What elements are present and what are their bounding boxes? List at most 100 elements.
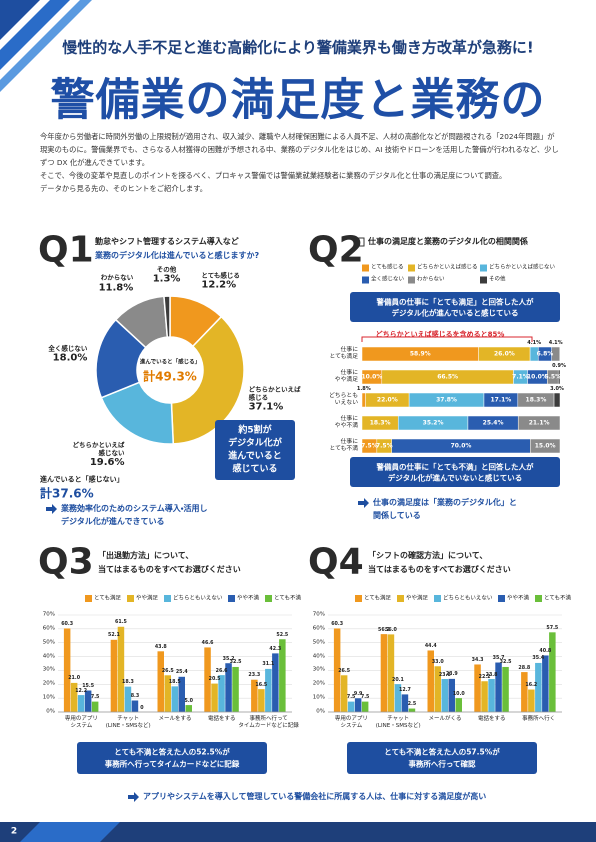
bracket [361,336,533,342]
bar [434,666,441,712]
bar [474,664,481,712]
segment-label: 18.3% [369,419,391,427]
bar [77,695,85,712]
bar-value-label: 21.0 [68,676,81,682]
slice-value: 19.6% [89,456,125,468]
bar-value-label: 60.3 [61,621,74,627]
bar-value-label: 31.1 [262,662,275,668]
center-total: 計49.3% [143,369,197,384]
bar [91,701,99,712]
legend-label: やや不満 [237,595,260,602]
bar [258,689,265,712]
y-tick-label: 30% [42,666,55,673]
bar-value-label: 25.4 [175,670,188,676]
y-tick-label: 40% [312,653,325,660]
slice-label: その他 1.3% [153,265,181,286]
bar [495,662,502,712]
bar [63,628,71,712]
x-tick-label: 電話をする [478,716,506,722]
y-tick-label: 10% [312,694,325,701]
bar-value-label: 0 [140,705,144,711]
bar-value-label: 7.5 [90,695,100,701]
page-number: 2 [10,826,18,837]
question-text: 業務のデジタル化は進んでいると感じますか? [95,251,260,260]
slice-label: どちらかといえば感じる 37.1% [249,385,303,414]
legend-swatch [85,595,92,602]
bar-value-label: 44.4 [424,643,437,649]
footer-conclusion: アプリやシステムを導入して管理している警備会社に所属する人は、仕事に対する満足度… [143,792,487,801]
legend-label: とても感じる [371,264,404,271]
legend-label: 全く感じない [371,276,405,283]
bar [549,632,556,712]
bar-segment [361,392,366,408]
bar [528,689,535,712]
conclusion-text: 業務効率化のためのシステム導入・活用し [61,504,208,513]
bar-value-label: 10.0 [452,691,465,697]
decor-stripe [0,0,70,70]
arrow-icon [358,498,369,508]
legend-swatch [265,595,272,602]
bar [455,698,462,712]
legend-swatch [355,595,362,602]
bar-value-label: 56.0 [385,627,397,633]
bar [225,663,232,712]
intro-paragraph: そこで、今後の変革や見直しのポイントを探るべく、プロキャス警備では警備業就業経験… [40,171,507,180]
legend-swatch [408,264,415,272]
bar [84,690,92,712]
bar [535,662,542,712]
bar [542,655,549,712]
segment-label: 4.1% [527,339,542,346]
bar [124,686,132,712]
decor-stripe [20,822,120,842]
bar [441,679,448,712]
y-tick-label: 30% [312,666,325,673]
callout-text: デジタル化が進んでいないと感じている [387,472,523,482]
legend-swatch [362,276,369,284]
question-text: 当てはまるものをすべてお選びください [98,565,241,574]
question-text: 「出退勤方法」について、 [98,551,194,560]
legend-label: その他 [489,276,506,283]
bar-value-label: 35.7 [492,656,505,662]
y-tick-label: 0% [316,708,325,715]
bar-value-label: 22.2 [478,674,491,680]
question-number: Q3 [38,541,94,583]
bar [448,678,455,712]
row-label: 仕事に とても満足 [329,346,358,360]
bar-value-label: 52.1 [108,633,120,639]
bar [110,639,118,712]
y-tick-label: 40% [42,653,55,660]
question-number: Q1 [38,229,94,271]
callout-text: 事務所へ行って確認 [408,759,476,769]
x-tick-label: 事務所へ行く [522,716,556,722]
legend-swatch [498,595,505,602]
bar-value-label: 7.5 [360,695,370,701]
bar-value-label: 5.0 [184,698,194,704]
y-tick-label: 70% [42,611,55,618]
segment-label: 70.0% [450,442,472,450]
legend-swatch [480,276,487,284]
bar [265,668,272,712]
bar [401,694,409,712]
segment-label: 66.5% [437,373,459,381]
bar-value-label: 32.5 [499,660,512,666]
slice-label: 全く感じない 18.0% [48,344,87,365]
slice-label: とても感じる 12.2% [201,271,239,292]
bar-value-label: 20.1 [392,677,404,683]
segment-label: 4.1% [548,339,563,346]
bar [340,675,348,712]
bar-value-label: 43.8 [154,644,167,650]
x-tick-label: チャット (LINE・SMSなど) [105,716,151,729]
bar [272,653,279,712]
bar-value-label: 28.8 [518,665,531,671]
bar-segment [557,369,561,385]
x-tick-label: 事務所へ行って タイムカードなどに記録 [238,716,299,729]
bar [70,682,78,712]
segment-label: 5.5% [544,373,562,381]
legend-label: とても満足 [364,595,392,602]
legend-swatch [480,264,487,272]
bar-value-label: 60.3 [331,621,344,627]
segment-label: 6.8% [536,350,554,358]
legend-swatch [408,276,415,284]
pie-slice [163,295,171,338]
bar [387,634,395,712]
